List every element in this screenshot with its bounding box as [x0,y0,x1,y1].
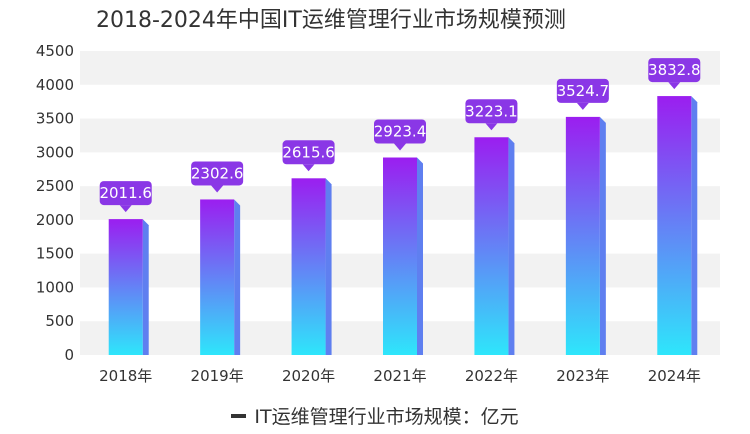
data-label-bg [465,99,518,124]
y-tick-label: 3000 [36,143,74,161]
y-tick-label: 4500 [36,42,74,60]
legend-swatch [231,413,247,418]
data-label-pointer [211,185,224,193]
x-tick-label: 2019年 [191,367,244,385]
legend: IT运维管理行业市场规模：亿元 [0,402,750,429]
data-label-pointer [485,123,498,131]
grid-band [80,51,720,85]
bar [200,199,235,355]
y-tick-label: 500 [45,312,74,330]
x-tick-label: 2024年 [648,367,701,385]
bar-side [325,178,332,355]
bar-side [599,116,606,355]
bar [474,137,509,355]
y-tick-label: 2500 [36,177,74,195]
data-label-pointer [394,143,406,151]
bar [657,96,692,356]
data-label-bg [648,58,701,83]
x-tick-label: 2018年 [99,367,152,385]
data-label: 2011.6 [99,184,152,202]
y-tick-label: 0 [64,346,74,364]
bar-side [417,157,423,355]
x-tick-label: 2022年 [465,367,518,385]
bar-side [508,137,515,355]
data-label-bg [99,181,152,206]
bar-side [234,199,241,355]
data-label-bg [374,119,426,144]
data-label-bg [282,140,335,165]
data-label-bg [191,161,244,186]
data-label: 3524.7 [557,82,610,100]
bar-side [691,96,698,356]
bar [565,116,600,355]
y-tick-label: 4000 [36,76,74,94]
x-tick-label: 2023年 [556,367,609,385]
legend-label: IT运维管理行业市场规模：亿元 [254,406,519,428]
bar [383,157,417,355]
data-label: 2615.6 [282,143,335,161]
chart-title: 2018-2024年中国IT运维管理行业市场规模预测 [96,8,566,33]
data-label-pointer [576,102,589,110]
bar-side [142,219,149,355]
data-label-pointer [119,205,132,213]
data-label: 2923.4 [374,123,427,141]
data-label: 3832.8 [648,61,701,79]
data-label-bg [556,78,609,103]
data-label: 3223.1 [465,102,518,120]
x-tick-label: 2020年 [282,367,335,385]
x-tick-label: 2021年 [373,367,426,385]
data-label-pointer [302,164,315,172]
y-tick-label: 1500 [36,245,74,263]
y-tick-label: 1000 [36,278,74,296]
y-tick-label: 3500 [36,110,74,128]
data-label: 2302.6 [191,164,244,182]
y-tick-label: 2000 [36,211,74,229]
bar [108,219,143,355]
bar [291,178,326,355]
data-label-pointer [668,82,681,90]
